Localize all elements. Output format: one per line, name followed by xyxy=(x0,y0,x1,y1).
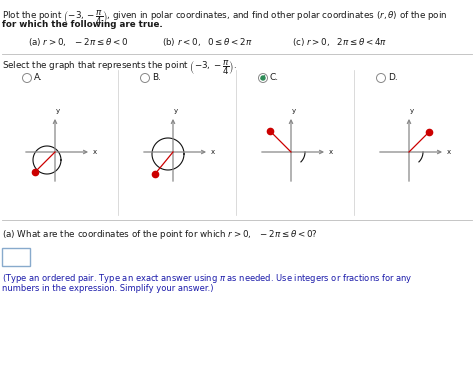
Text: for which the following are true.: for which the following are true. xyxy=(2,20,163,29)
Text: (a) What are the coordinates of the point for which $r>0,\ \ -2\pi\leq\theta<0$?: (a) What are the coordinates of the poin… xyxy=(2,228,318,241)
Text: x: x xyxy=(447,149,451,155)
Text: (c) $r>0,\ \ 2\pi\leq\theta<4\pi$: (c) $r>0,\ \ 2\pi\leq\theta<4\pi$ xyxy=(292,36,387,48)
Text: (b) $r<0,\ \ 0\leq\theta<2\pi$: (b) $r<0,\ \ 0\leq\theta<2\pi$ xyxy=(162,36,253,48)
Text: x: x xyxy=(329,149,333,155)
Text: x: x xyxy=(93,149,97,155)
Text: (a) $r>0,\ \ -2\pi\leq\theta<0$: (a) $r>0,\ \ -2\pi\leq\theta<0$ xyxy=(28,36,128,48)
Text: y: y xyxy=(410,108,414,114)
Circle shape xyxy=(261,76,265,80)
Circle shape xyxy=(22,74,31,82)
Text: Select the graph that represents the point $\left(-3, -\dfrac{\pi}{4}\right)$.: Select the graph that represents the poi… xyxy=(2,58,237,77)
Text: A.: A. xyxy=(34,74,43,82)
Circle shape xyxy=(376,74,385,82)
Circle shape xyxy=(140,74,149,82)
Text: y: y xyxy=(56,108,60,114)
FancyBboxPatch shape xyxy=(2,248,30,266)
Text: D.: D. xyxy=(388,74,398,82)
Text: (Type an ordered pair. Type an exact answer using $\pi$ as needed. Use integers : (Type an ordered pair. Type an exact ans… xyxy=(2,272,413,285)
Text: Plot the point $\left(-3, -\dfrac{\pi}{4}\right)$, given in polar coordinates, a: Plot the point $\left(-3, -\dfrac{\pi}{4… xyxy=(2,8,447,27)
Text: B.: B. xyxy=(152,74,161,82)
Text: C.: C. xyxy=(270,74,279,82)
Text: y: y xyxy=(174,108,178,114)
Text: ✓: ✓ xyxy=(259,72,267,82)
Text: y: y xyxy=(292,108,296,114)
Circle shape xyxy=(258,74,267,82)
Text: numbers in the expression. Simplify your answer.): numbers in the expression. Simplify your… xyxy=(2,284,213,293)
Text: x: x xyxy=(211,149,215,155)
